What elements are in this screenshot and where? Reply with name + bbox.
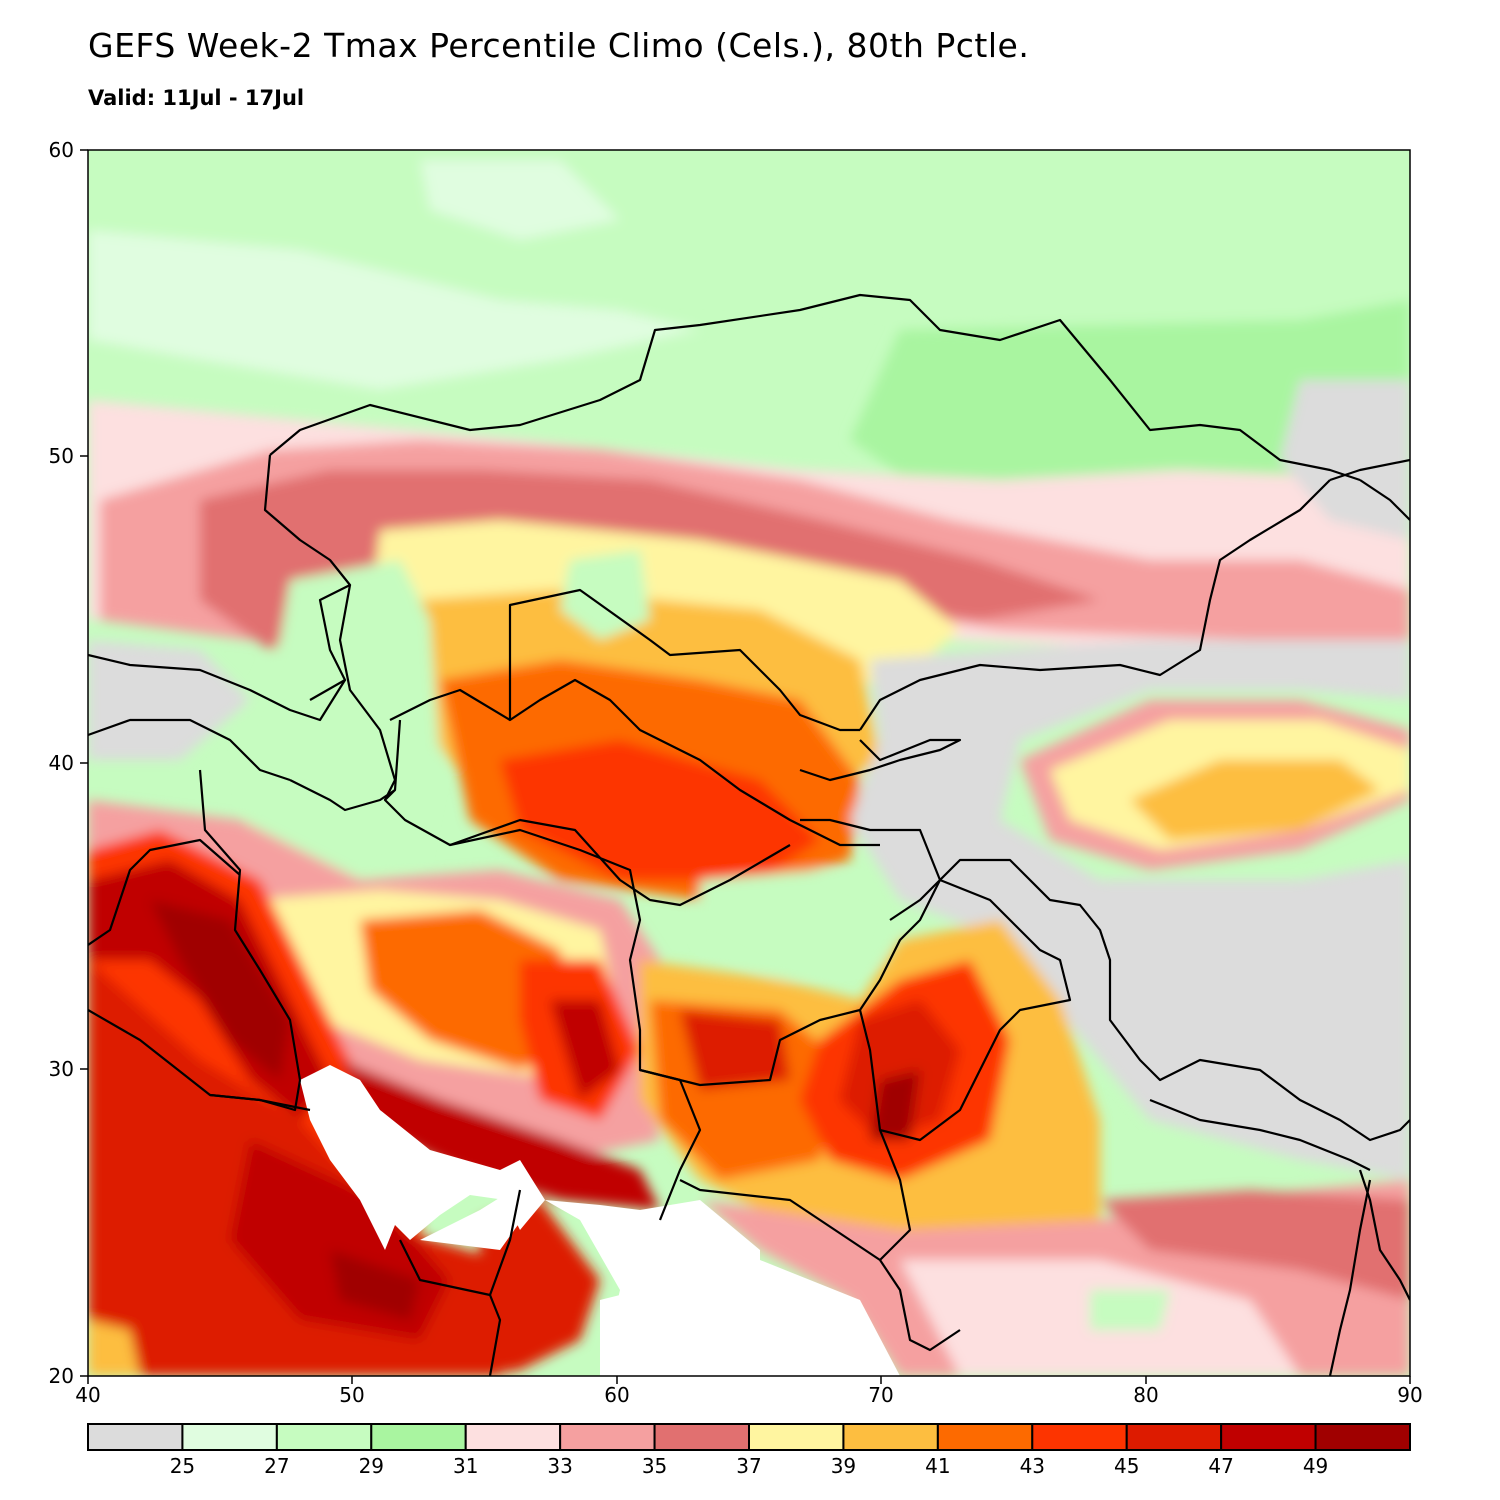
legend-color-box [936,1423,1034,1451]
map-title: GEFS Week-2 Tmax Percentile Climo (Cels.… [88,26,1030,65]
legend-label: 27 [264,1454,289,1478]
legend-color-box [748,1423,845,1451]
color-legend: 25 27 29 31 33 35 37 39 41 43 45 47 49 [87,1423,1411,1478]
lat-tick-label: 40 [49,751,74,775]
legend-color-box [87,1423,184,1451]
country-borders [88,293,1410,1376]
lon-tick-label: 90 [1397,1383,1422,1407]
lat-tick-label: 20 [49,1364,74,1388]
lon-tick-label: 60 [604,1383,629,1407]
lon-tick-label: 70 [868,1383,893,1407]
lon-tick-labels: 40 50 60 70 80 90 [75,1383,1422,1407]
legend-label: 35 [642,1454,667,1478]
lat-tick-label: 50 [49,444,74,468]
legend-color-box [1031,1423,1128,1451]
legend-label: 29 [359,1454,384,1478]
legend-label: 45 [1114,1454,1139,1478]
legend-color-box [842,1423,939,1451]
legend-color-box [464,1423,562,1451]
valid-date-range: Valid: 11Jul - 17Jul [88,86,305,110]
lon-tick-label: 50 [339,1383,364,1407]
legend-color-box [1220,1423,1317,1451]
legend-label: 39 [831,1454,856,1478]
legend-color-box [1125,1423,1223,1451]
legend-label: 49 [1303,1454,1328,1478]
legend-color-box [1314,1423,1411,1451]
legend-label: 31 [453,1454,478,1478]
temperature-field [88,150,1410,1376]
legend-label: 33 [547,1454,572,1478]
legend-label: 37 [736,1454,761,1478]
axis-ticks [80,149,1411,1384]
lat-tick-label: 60 [49,138,74,162]
legend-label: 25 [170,1454,195,1478]
lat-tick-label: 30 [49,1057,74,1081]
legend-color-box [370,1423,467,1451]
lat-tick-labels: 20 30 40 50 60 [49,138,74,1388]
legend-color-box [275,1423,373,1451]
lon-tick-label: 80 [1133,1383,1158,1407]
lon-tick-label: 40 [75,1383,100,1407]
legend-color-box [653,1423,751,1451]
legend-label: 41 [925,1454,950,1478]
legend-label: 43 [1020,1454,1045,1478]
legend-color-box [559,1423,656,1451]
legend-label: 47 [1208,1454,1233,1478]
legend-color-box [181,1423,278,1451]
water-bodies [300,1065,900,1376]
